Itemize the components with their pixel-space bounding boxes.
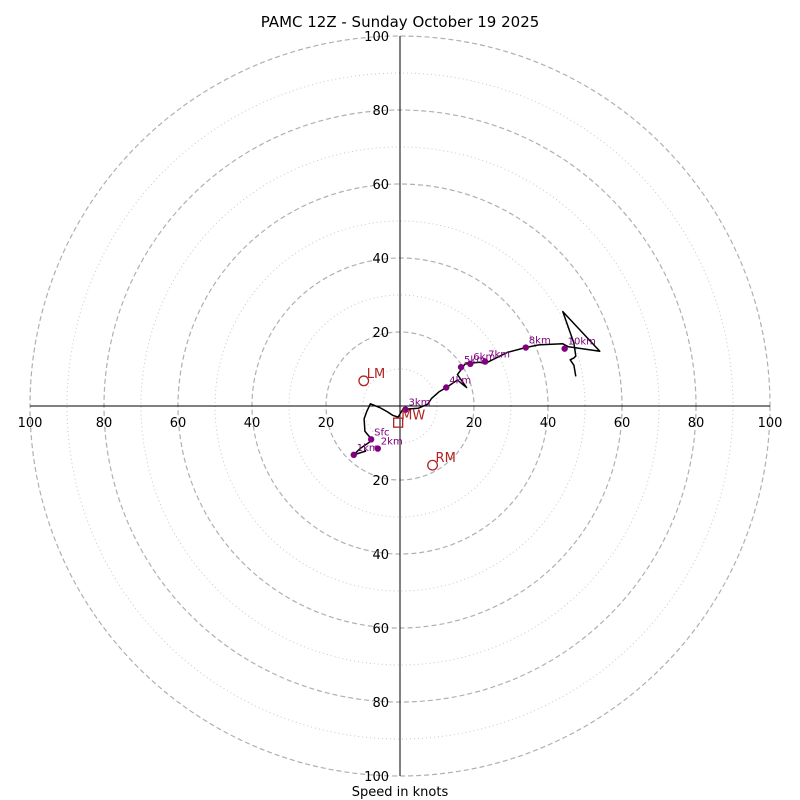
y-tick-label: 100 xyxy=(364,30,389,45)
y-tick-label: 60 xyxy=(372,178,389,193)
storm-marker-LM xyxy=(358,375,370,387)
x-tick-label: 100 xyxy=(758,416,783,431)
storm-motion-markers: LM RM MW xyxy=(358,367,456,471)
axes xyxy=(30,36,770,776)
y-tick-label: 40 xyxy=(372,252,389,267)
y-tick-label: 80 xyxy=(372,104,389,119)
height-label-Sfc: Sfc xyxy=(374,427,389,438)
height-point-Sfc xyxy=(367,436,375,443)
storm-label-RM: RM xyxy=(436,451,456,466)
x-tick-label: 80 xyxy=(688,416,705,431)
height-label-2km: 2km xyxy=(381,437,403,448)
height-label-3km: 3km xyxy=(409,398,431,409)
y-tick-label: 80 xyxy=(372,696,389,711)
tick-labels: 100 80 60 40 20 20 40 60 80 100 100 80 60 40 20 20 40 60 8… xyxy=(18,30,783,785)
height-point-4km xyxy=(443,384,450,391)
x-tick-label: 20 xyxy=(318,416,335,431)
height-point-3km xyxy=(402,406,409,413)
height-point-5km xyxy=(457,363,465,371)
chart-title: PAMC 12Z - Sunday October 19 2025 xyxy=(261,13,540,31)
storm-label-LM: LM xyxy=(367,367,385,382)
storm-label-MW: MW xyxy=(401,409,425,424)
height-label-10km: 10km xyxy=(568,337,596,348)
height-point-7km xyxy=(481,358,489,365)
hodograph-trace xyxy=(353,310,601,456)
y-tick-label: 20 xyxy=(372,326,389,341)
height-point-8km xyxy=(522,344,529,351)
height-label-4km: 4km xyxy=(449,376,471,387)
x-tick-label: 40 xyxy=(540,416,557,431)
height-label-8km: 8km xyxy=(529,336,551,347)
height-point-10km xyxy=(561,345,568,352)
height-label-5km: 5km xyxy=(464,355,486,366)
x-tick-label: 100 xyxy=(18,416,43,431)
x-axis-label: Speed in knots xyxy=(352,785,449,800)
height-label-7km: 7km xyxy=(488,350,510,361)
x-tick-label: 40 xyxy=(244,416,261,431)
y-tick-label: 100 xyxy=(364,770,389,785)
storm-marker-MW xyxy=(392,417,404,428)
y-tick-label: 40 xyxy=(372,548,389,563)
x-tick-label: 60 xyxy=(614,416,631,431)
height-label-6km: 6km xyxy=(473,352,495,363)
height-point-2km xyxy=(374,445,381,452)
x-tick-label: 60 xyxy=(170,416,187,431)
y-tick-label: 60 xyxy=(372,622,389,637)
hodograph-line xyxy=(353,310,601,456)
storm-marker-RM xyxy=(427,459,439,471)
height-point-6km xyxy=(467,360,474,368)
x-tick-label: 80 xyxy=(96,416,113,431)
x-tick-label: 20 xyxy=(466,416,483,431)
height-label-1km: 1km xyxy=(357,443,379,454)
y-tick-label: 20 xyxy=(372,474,389,489)
height-point-1km xyxy=(350,451,357,459)
